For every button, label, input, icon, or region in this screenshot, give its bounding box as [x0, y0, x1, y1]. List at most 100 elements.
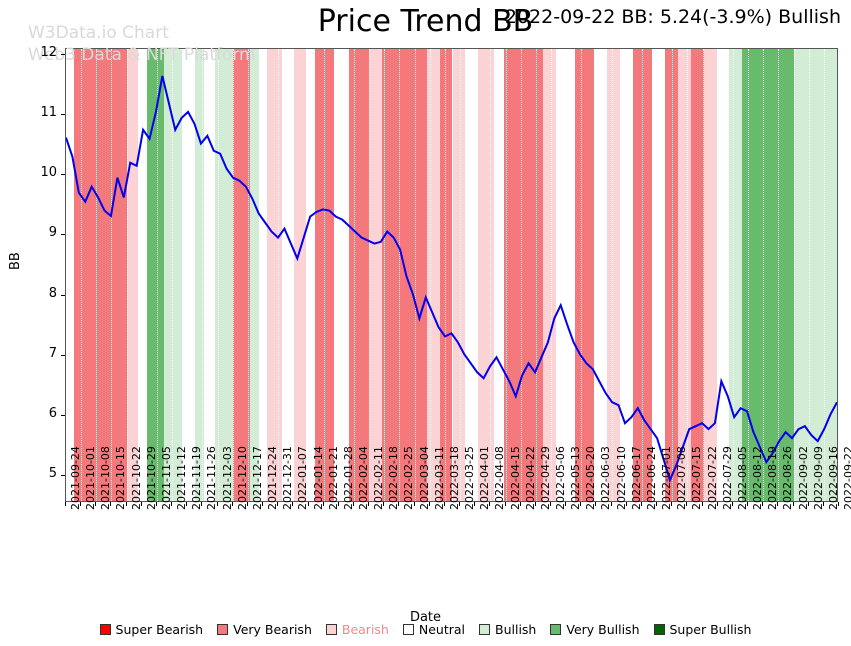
x-tick-mark — [352, 502, 354, 506]
x-tick-label: 2022-08-26 — [781, 446, 795, 510]
x-axis-title: Date — [409, 610, 442, 625]
grid-line — [717, 49, 720, 501]
x-tick-mark — [216, 502, 218, 506]
x-tick-mark — [580, 502, 582, 506]
x-tick-label: 2022-05-20 — [584, 446, 598, 510]
x-tick-mark — [610, 502, 612, 506]
y-tick-mark — [61, 474, 65, 476]
x-tick-label: 2021-12-17 — [250, 446, 264, 510]
x-tick-label: 2022-02-18 — [387, 446, 401, 510]
grid-line — [748, 49, 750, 501]
x-tick-label: 2021-10-29 — [144, 446, 158, 510]
x-tick-label: 2022-07-15 — [690, 446, 704, 510]
y-tick-mark — [61, 54, 65, 55]
grid-line — [626, 49, 629, 501]
legend-swatch — [402, 624, 414, 635]
x-tick-label: 2022-02-11 — [372, 446, 386, 510]
x-tick-label: 2022-01-14 — [311, 446, 325, 510]
grid-line — [763, 49, 765, 501]
x-tick-label: 2021-11-19 — [190, 446, 204, 510]
x-tick-label: 2022-09-16 — [826, 446, 840, 510]
y-tick-mark — [61, 354, 65, 356]
x-tick-label: 2022-09-22 — [842, 446, 851, 510]
x-tick-mark — [292, 502, 294, 506]
grid-line — [702, 49, 705, 501]
legend-swatch — [479, 624, 490, 635]
x-tick-label: 2021-09-24 — [69, 446, 82, 510]
x-tick-label: 2022-01-28 — [341, 446, 355, 510]
x-tick-label: 2021-12-31 — [281, 446, 295, 510]
x-tick-mark — [171, 502, 173, 506]
y-tick-label: 12 — [40, 45, 57, 60]
grid-line — [353, 49, 356, 501]
x-tick-label: 2022-02-25 — [402, 446, 416, 510]
x-tick-mark — [747, 502, 749, 506]
grid-line — [641, 49, 644, 501]
x-tick-mark — [504, 502, 506, 506]
x-tick-label: 2022-05-06 — [554, 446, 568, 510]
grid-line — [778, 49, 780, 501]
grid-line — [520, 49, 523, 501]
grid-line — [399, 49, 401, 501]
sentiment-band — [233, 49, 251, 501]
grid-line — [384, 49, 386, 501]
x-tick-label: 2022-07-22 — [705, 446, 719, 510]
x-tick-mark — [413, 502, 415, 506]
sentiment-band — [690, 49, 704, 501]
sentiment-bands — [66, 49, 837, 501]
grid-line — [217, 49, 220, 501]
legend-swatch — [99, 624, 111, 635]
x-tick-label: 2022-06-10 — [614, 446, 628, 510]
grid-line — [96, 49, 98, 501]
sentiment-band — [665, 49, 678, 501]
x-tick-mark — [686, 502, 688, 506]
y-tick-label: 8 — [48, 285, 57, 301]
plot-area — [65, 48, 838, 502]
grid-line — [414, 49, 417, 501]
sentiment-band — [181, 49, 195, 501]
sentiment-band — [729, 49, 743, 501]
x-tick-label: 2022-04-15 — [508, 446, 522, 510]
x-tick-label: 2021-12-10 — [235, 446, 249, 510]
y-tick-mark — [61, 414, 65, 416]
grid-line — [460, 49, 462, 501]
x-tick-mark — [368, 502, 370, 506]
grid-line — [126, 49, 129, 501]
legend-item: Super Bearish — [99, 622, 203, 637]
sentiment-band — [127, 49, 139, 501]
x-tick-label: 2021-11-05 — [159, 446, 173, 510]
x-tick-label: 2022-06-24 — [644, 446, 658, 510]
legend-label: Neutral — [418, 622, 465, 637]
sentiment-band — [282, 49, 295, 501]
x-tick-label: 2022-02-04 — [356, 446, 370, 510]
x-tick-mark — [838, 502, 839, 506]
sentiment-band — [215, 49, 234, 501]
grid-line — [535, 49, 538, 501]
x-tick-mark — [807, 502, 809, 506]
sentiment-band — [493, 49, 505, 501]
x-tick-mark — [701, 502, 703, 506]
sentiment-band — [381, 49, 427, 501]
grid-line — [490, 49, 492, 501]
sentiment-band — [250, 49, 260, 501]
legend-swatch — [325, 624, 337, 635]
x-tick-mark — [337, 502, 339, 506]
x-tick-mark — [307, 502, 309, 506]
legend-label: Super Bullish — [669, 622, 752, 637]
x-tick-mark — [565, 502, 567, 506]
x-tick-mark — [550, 502, 552, 506]
x-tick-label: 2022-04-08 — [493, 446, 507, 510]
grid-line — [823, 49, 826, 501]
sentiment-band — [66, 49, 74, 501]
x-tick-label: 2022-03-25 — [463, 446, 477, 510]
x-tick-mark — [731, 502, 733, 506]
grid-line — [81, 49, 83, 501]
x-tick-mark — [762, 502, 764, 506]
x-tick-label: 2022-04-01 — [478, 446, 492, 510]
y-tick-label: 11 — [40, 105, 57, 121]
legend-item: Bearish — [325, 622, 389, 637]
x-tick-label: 2022-06-03 — [599, 446, 613, 510]
x-tick-mark — [519, 502, 521, 506]
legend-item: Neutral — [402, 622, 465, 637]
